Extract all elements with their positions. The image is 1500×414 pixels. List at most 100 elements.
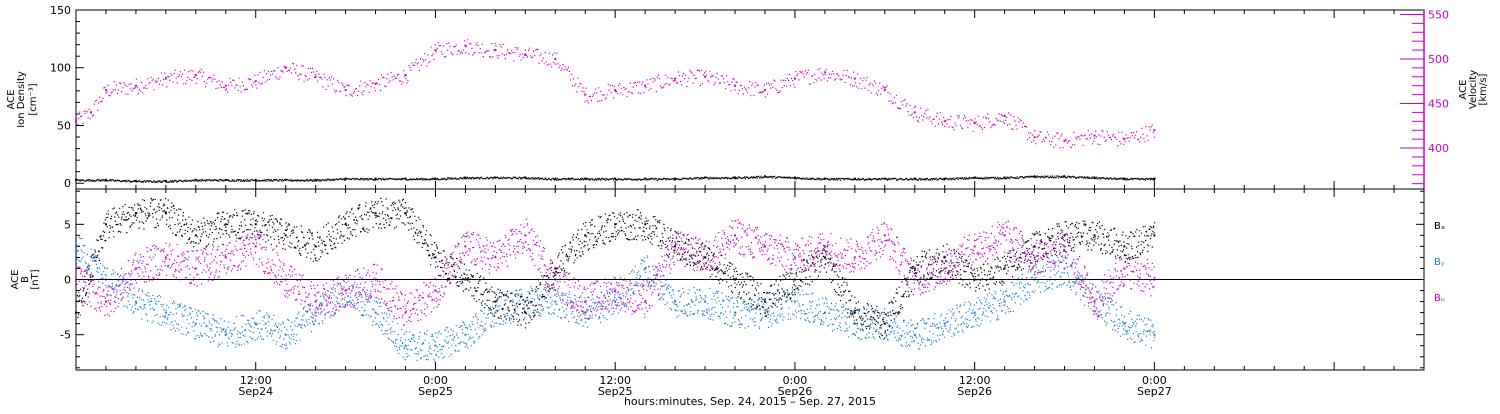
data-point xyxy=(254,80,257,83)
data-point xyxy=(1033,175,1036,178)
x-tick-date: Sep25 xyxy=(598,385,633,398)
left-axis-title: ACEB[nT] xyxy=(10,269,41,289)
data-point xyxy=(224,256,227,259)
data-point xyxy=(913,267,916,270)
axis-title-line: ACE xyxy=(1458,80,1469,100)
data-point xyxy=(464,44,467,47)
x-tick-time: 0:00 xyxy=(1142,374,1167,387)
data-point xyxy=(284,234,287,237)
data-point xyxy=(524,53,527,56)
data-point xyxy=(554,300,557,303)
axis-title-line: Ion Density xyxy=(16,71,27,128)
data-point xyxy=(524,311,527,314)
data-point xyxy=(254,223,257,226)
x-tick-time: 0:00 xyxy=(783,374,808,387)
data-point xyxy=(554,58,557,60)
x-tick-time: 12:00 xyxy=(959,374,991,387)
data-point xyxy=(853,311,856,314)
data-point xyxy=(194,74,197,76)
axis-title-line: B xyxy=(20,276,31,283)
data-point xyxy=(224,223,227,226)
x-tick-time: 12:00 xyxy=(599,374,631,387)
data-point xyxy=(404,212,407,215)
data-point xyxy=(404,311,407,314)
x-tick-date: Sep26 xyxy=(778,385,813,398)
data-point xyxy=(913,333,916,336)
data-point xyxy=(584,234,587,237)
left-axis-title: ACEIon Density[cm⁻³] xyxy=(6,71,39,128)
data-point xyxy=(764,300,766,303)
data-point xyxy=(1123,138,1126,141)
right-tick-label: 450 xyxy=(1428,98,1449,111)
data-point xyxy=(644,267,647,270)
axis-title-line: Velocity xyxy=(1468,70,1479,109)
data-point xyxy=(1063,267,1066,270)
axis-title-unit: [km/s] xyxy=(1478,73,1489,105)
data-point xyxy=(793,256,796,259)
data-point xyxy=(75,245,77,248)
data-point xyxy=(464,333,467,336)
data-point xyxy=(764,245,766,248)
y-tick-label: 5 xyxy=(64,218,71,231)
data-point xyxy=(344,289,347,292)
data-point xyxy=(434,256,437,259)
data-point xyxy=(764,89,766,92)
data-point xyxy=(1093,300,1096,303)
data-point xyxy=(494,300,497,303)
data-point xyxy=(1153,129,1156,132)
data-point xyxy=(584,93,587,96)
data-point xyxy=(374,82,377,85)
data-point xyxy=(314,300,317,303)
axis-title-unit: [cm⁻³] xyxy=(28,83,39,115)
data-point xyxy=(584,300,587,303)
x-tick-date: Sep26 xyxy=(957,385,992,398)
data-point xyxy=(704,300,707,303)
data-point xyxy=(434,289,437,292)
x-axis-title: hours:minutes, Sep. 24, 2015 – Sep. 27, … xyxy=(624,395,876,408)
data-point xyxy=(853,256,856,259)
data-point xyxy=(793,300,796,303)
data-point xyxy=(1093,176,1096,179)
data-point xyxy=(614,89,617,92)
data-point xyxy=(194,234,197,237)
data-point xyxy=(1033,136,1036,139)
data-point xyxy=(644,300,647,303)
data-point xyxy=(1003,267,1006,270)
data-point xyxy=(823,245,826,248)
x-tick-date: Sep25 xyxy=(418,385,453,398)
data-point xyxy=(314,75,317,78)
data-point xyxy=(883,322,886,325)
x-tick-date: Sep27 xyxy=(1137,385,1172,398)
series-velocity xyxy=(75,39,1156,149)
data-point xyxy=(1093,134,1096,137)
data-point xyxy=(973,122,976,125)
legend-item: Bᵤ xyxy=(1434,293,1445,304)
data-point xyxy=(105,223,107,226)
data-point xyxy=(734,84,736,87)
right-tick-label: 400 xyxy=(1428,142,1449,155)
data-point xyxy=(1153,234,1156,237)
data-point xyxy=(224,84,227,87)
data-point xyxy=(704,75,707,78)
series-b xyxy=(75,218,1156,326)
data-point xyxy=(1123,245,1126,248)
data-point xyxy=(764,311,766,314)
data-point xyxy=(75,120,77,123)
data-point xyxy=(1123,267,1126,270)
data-point xyxy=(164,212,167,215)
data-point xyxy=(943,267,946,270)
data-point xyxy=(1123,322,1126,325)
legend-item: Bₓ xyxy=(1434,221,1445,232)
shared-time-axis: 12:00Sep240:00Sep2512:00Sep250:00Sep2612… xyxy=(238,374,1171,398)
magnetic-field-panel: -5 0 5 ACEB[nT] Bₓ Bᵧ Bᵤ xyxy=(10,188,1445,371)
data-point xyxy=(464,245,467,248)
data-point xyxy=(284,66,287,69)
axis-title-line: ACE xyxy=(6,90,17,110)
data-point xyxy=(134,267,137,270)
data-point xyxy=(344,89,347,92)
data-point xyxy=(75,311,77,314)
right-axis-title: ACEVelocity[km/s] xyxy=(1458,70,1489,109)
data-point xyxy=(194,322,197,325)
